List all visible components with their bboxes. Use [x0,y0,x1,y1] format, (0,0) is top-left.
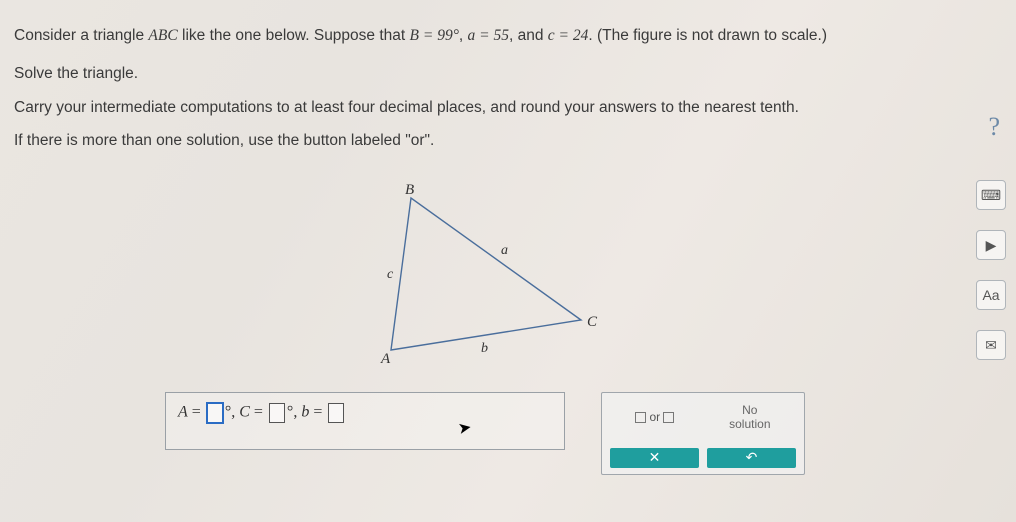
given-b: B = 99° [410,27,459,44]
no-solution-button[interactable]: No solution [729,403,770,432]
message-button[interactable]: ✉ [976,330,1006,360]
input-b[interactable] [328,403,344,423]
help-icon[interactable]: ? [988,112,1000,142]
eq2: = [250,404,267,421]
eq3: = [309,404,326,421]
side-a-label: a [501,243,508,258]
tool-panel: or No solution ✕ ↶ [601,392,805,475]
sep2: , and [509,27,548,44]
input-c[interactable] [269,403,285,423]
undo-button[interactable]: ↶ [707,448,796,468]
side-c-label: c [387,267,394,282]
vertex-c-label: C [587,314,598,330]
instruction-or: If there is more than one solution, use … [14,129,956,152]
vertex-a-label: A [380,351,391,367]
text-like: like the one below. Suppose that [178,27,410,44]
clear-icon: ✕ [649,449,661,466]
nosol-line1: No [729,403,770,417]
given-c: c = 24 [548,27,589,44]
eq1: = [188,404,205,421]
video-button[interactable]: ▶ [976,230,1006,260]
text-size-button[interactable]: Aa [976,280,1006,310]
calculator-button[interactable]: ⌨ [976,180,1006,210]
triangle-name: ABC [148,27,177,44]
or-button[interactable]: or [635,410,674,424]
instruction-precision: Carry your intermediate computations to … [14,96,956,119]
vertex-b-label: B [405,182,414,198]
instruction-solve: Solve the triangle. [14,62,956,85]
or-square-right [663,412,674,423]
triangle-figure: A B C a b c [365,180,605,370]
text-consider: Consider a triangle [14,27,148,44]
undo-icon: ↶ [746,449,758,466]
answer-input-box: A = °, C = °, b = [165,392,565,450]
clear-button[interactable]: ✕ [610,448,699,468]
input-a[interactable] [207,403,223,423]
text-post: . (The figure is not drawn to scale.) [588,27,827,44]
play-icon: ▶ [986,237,997,254]
sep1: , [459,27,468,44]
given-a: a = 55 [468,27,509,44]
or-text: or [649,410,660,424]
nosol-line2: solution [729,417,770,431]
label-c: C [239,404,250,421]
side-b-label: b [481,341,488,356]
calculator-icon: ⌨ [981,187,1001,204]
mail-icon: ✉ [985,337,997,354]
or-square-left [635,412,646,423]
label-a: A [178,404,188,421]
aa-icon: Aa [982,287,999,303]
